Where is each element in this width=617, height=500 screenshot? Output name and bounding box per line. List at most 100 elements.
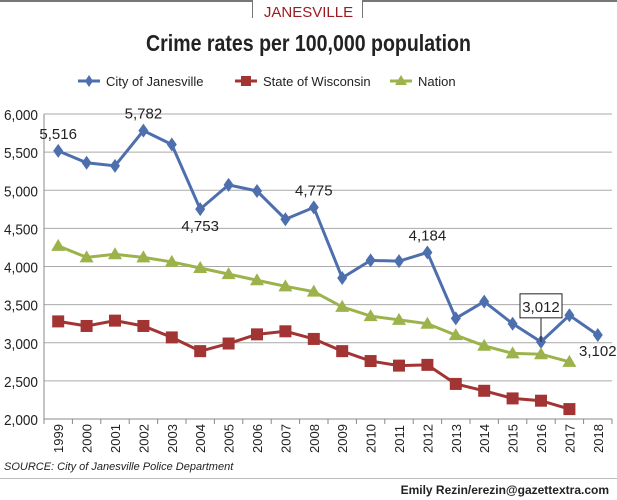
legend-marker-square (241, 76, 251, 86)
y-tick-label: 4,000 (4, 260, 38, 277)
data-label: 4,775 (295, 182, 333, 199)
data-point-diamond (479, 294, 490, 309)
x-tick-label: 1999 (51, 424, 66, 453)
y-tick-label: 2,500 (4, 374, 38, 391)
data-point-square (251, 328, 263, 341)
data-point-triangle (505, 346, 520, 359)
data-point-diamond (564, 308, 575, 323)
x-tick-label: 2009 (335, 424, 350, 453)
data-point-diamond (195, 202, 206, 217)
data-point-square (563, 403, 576, 416)
legend-label: State of Wisconsin (263, 74, 371, 89)
data-point-triangle (534, 347, 548, 360)
data-point-triangle (164, 254, 179, 267)
x-tick-label: 2017 (562, 424, 577, 453)
data-point-diamond (53, 143, 64, 158)
data-point-square (279, 325, 292, 338)
data-point-triangle (278, 279, 293, 292)
data-point-diamond (280, 212, 291, 227)
legend-marker-triangle (395, 75, 407, 85)
data-point-square (137, 319, 150, 332)
x-tick-label: 2000 (80, 424, 95, 453)
data-point-square (109, 314, 121, 327)
data-point-square (80, 319, 93, 332)
credit: Emily Rezin/erezin@gazettextra.com (400, 483, 609, 497)
data-point-square (336, 345, 349, 358)
data-point-square (307, 332, 320, 345)
data-point-diamond (422, 245, 433, 260)
x-tick-label: 2014 (477, 424, 492, 453)
x-tick-label: 2004 (193, 424, 208, 453)
line-chart: 2,000 2,500 3,000 3,500 4,000 4,500 5,000 5,500… (4, 74, 617, 453)
data-point-triangle (335, 299, 350, 312)
data-label: 5,782 (125, 106, 163, 123)
kicker-bracket-left (252, 0, 253, 18)
data-label: 4,184 (409, 227, 447, 244)
credit-bar: Emily Rezin/erezin@gazettextra.com (0, 478, 617, 500)
data-point-diamond (337, 270, 348, 285)
top-rule-right (362, 0, 617, 2)
x-tick-label: 2001 (108, 424, 123, 453)
x-tick-label: 2018 (591, 424, 606, 453)
x-tick-label: 2002 (136, 424, 151, 453)
data-point-diamond (223, 177, 234, 192)
annotation-box (519, 293, 563, 319)
kicker: JANESVILLE (263, 4, 354, 21)
data-point-triangle (448, 328, 463, 341)
data-point-diamond (394, 254, 404, 269)
source-note: SOURCE: City of Janesville Police Depart… (4, 461, 234, 473)
x-tick-label: 2016 (534, 424, 549, 453)
y-tick-label: 3,500 (4, 298, 38, 315)
x-tick-label: 2011 (392, 425, 407, 453)
x-tick-label: 2006 (250, 424, 265, 453)
data-point-square (165, 331, 178, 344)
x-tick-label: 2013 (449, 424, 464, 453)
data-point-triangle (136, 250, 151, 263)
y-tick-label: 6,000 (4, 107, 38, 124)
data-point-triangle (193, 261, 208, 274)
data-point-square (421, 358, 434, 371)
data-point-square (52, 315, 65, 328)
x-tick-label: 2005 (222, 424, 237, 453)
data-point-diamond (252, 184, 262, 199)
series-line-0 (57, 128, 599, 344)
y-tick-label: 2,000 (4, 412, 38, 429)
data-point-square (535, 394, 547, 407)
data-point-triangle (79, 250, 94, 263)
data-point-diamond (365, 253, 376, 268)
y-tick-label: 3,000 (4, 336, 38, 353)
data-point-triangle (250, 273, 264, 286)
legend-label: City of Janesville (106, 74, 204, 89)
x-tick-label: 2003 (165, 424, 180, 453)
x-tick-label: 2008 (307, 424, 322, 453)
chart-title: Crime rates per 100,000 population (146, 30, 471, 56)
data-label: 4,753 (181, 218, 219, 235)
data-point-triangle (363, 309, 378, 322)
data-point-diamond (450, 311, 461, 326)
data-point-square (393, 359, 405, 372)
y-tick-label: 4,500 (4, 221, 38, 238)
data-point-triangle (51, 238, 66, 251)
data-label: 3,102 (579, 343, 617, 360)
data-point-diamond (308, 200, 319, 215)
data-point-triangle (108, 247, 122, 260)
data-point-triangle (221, 267, 236, 280)
data-point-square (449, 377, 462, 390)
data-point-triangle (477, 338, 492, 351)
data-point-square (194, 345, 207, 358)
data-point-triangle (420, 316, 435, 329)
data-point-diamond (166, 137, 177, 152)
x-tick-label: 2007 (278, 424, 293, 453)
x-tick-label: 2015 (506, 424, 521, 453)
data-point-square (506, 392, 519, 405)
data-point-square (478, 384, 491, 397)
data-point-triangle (306, 284, 321, 297)
data-point-triangle (562, 354, 577, 367)
kicker-bracket-right (362, 0, 363, 18)
top-rule-left (0, 0, 252, 2)
y-tick-label: 5,500 (4, 145, 38, 162)
data-point-diamond (81, 155, 92, 170)
data-point-diamond (110, 158, 120, 173)
data-label: 5,516 (39, 126, 77, 143)
